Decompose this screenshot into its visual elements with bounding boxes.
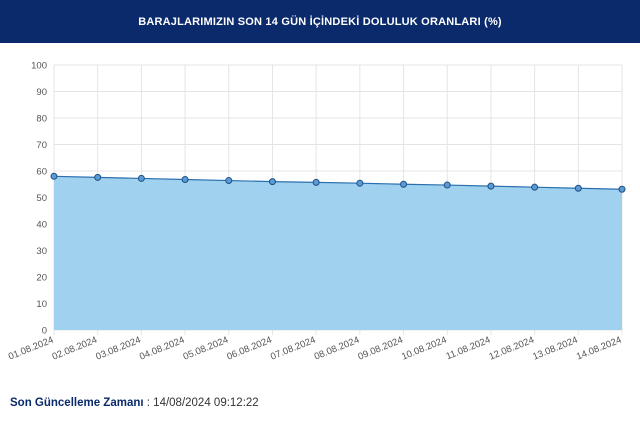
- last-update: Son Güncelleme Zamanı : 14/08/2024 09:12…: [10, 397, 259, 409]
- y-tick-label: 100: [31, 61, 47, 72]
- data-point[interactable]: [443, 181, 451, 189]
- y-tick-label: 40: [36, 220, 47, 231]
- data-point[interactable]: [94, 173, 102, 181]
- data-point[interactable]: [181, 175, 189, 183]
- x-tick-label: 13.08.2024: [531, 335, 579, 363]
- x-tick-label: 08.08.2024: [313, 335, 361, 363]
- chart-header: BARAJLARIMIZIN SON 14 GÜN İÇİNDEKİ DOLUL…: [0, 0, 640, 43]
- series-line: [53, 175, 623, 190]
- data-point[interactable]: [487, 182, 495, 190]
- last-update-label: Son Güncelleme Zamanı: [10, 397, 144, 409]
- y-tick-label: 70: [36, 140, 47, 151]
- x-tick-label: 06.08.2024: [225, 335, 273, 363]
- y-axis: 0 10 20 30 40 50 60 70 80 90 100: [31, 61, 47, 337]
- y-tick-label: 30: [36, 246, 47, 257]
- y-tick-label: 60: [36, 167, 47, 178]
- data-point[interactable]: [137, 174, 145, 182]
- data-point[interactable]: [50, 172, 58, 180]
- x-tick-label: 07.08.2024: [269, 335, 317, 363]
- x-tick-label: 11.08.2024: [444, 335, 492, 363]
- x-tick-label: 10.08.2024: [400, 335, 448, 363]
- y-tick-label: 50: [36, 193, 47, 204]
- points-layer: [50, 172, 626, 193]
- y-tick-label: 90: [36, 87, 47, 98]
- data-point[interactable]: [356, 179, 364, 187]
- data-point[interactable]: [531, 183, 539, 191]
- x-tick-label: 02.08.2024: [51, 335, 99, 363]
- last-update-value: 14/08/2024 09:12:22: [153, 397, 259, 409]
- data-point[interactable]: [225, 177, 233, 185]
- data-point[interactable]: [268, 178, 276, 186]
- chart-area: 0 10 20 30 40 50 60 70 80 90 100 01.08.2024 02.08.2…: [0, 43, 640, 373]
- y-tick-label: 10: [36, 299, 47, 310]
- area-fill: [54, 176, 622, 330]
- data-point[interactable]: [618, 185, 626, 193]
- data-point[interactable]: [312, 178, 320, 186]
- data-point[interactable]: [574, 184, 582, 192]
- last-update-separator: :: [143, 397, 154, 409]
- x-tick-label: 09.08.2024: [356, 335, 404, 363]
- x-tick-label: 01.08.2024: [7, 335, 55, 363]
- y-tick-label: 80: [36, 114, 47, 125]
- y-tick-label: 0: [42, 326, 47, 337]
- x-tick-label: 03.08.2024: [94, 335, 142, 363]
- area-layer: [53, 175, 623, 330]
- x-tick-label: 04.08.2024: [138, 335, 186, 363]
- y-tick-label: 20: [36, 273, 47, 284]
- x-tick-label: 12.08.2024: [488, 335, 536, 363]
- doluluk-chart: 0 10 20 30 40 50 60 70 80 90 100 01.08.202402.08.2…: [7, 61, 626, 363]
- x-axis: 01.08.202402.08.202403.08.202404.08.2024…: [7, 335, 623, 363]
- x-tick-label: 14.08.2024: [575, 335, 623, 363]
- chart-title: BARAJLARIMIZIN SON 14 GÜN İÇİNDEKİ DOLUL…: [138, 15, 502, 28]
- x-tick-label: 05.08.2024: [182, 335, 230, 363]
- data-point[interactable]: [400, 180, 408, 188]
